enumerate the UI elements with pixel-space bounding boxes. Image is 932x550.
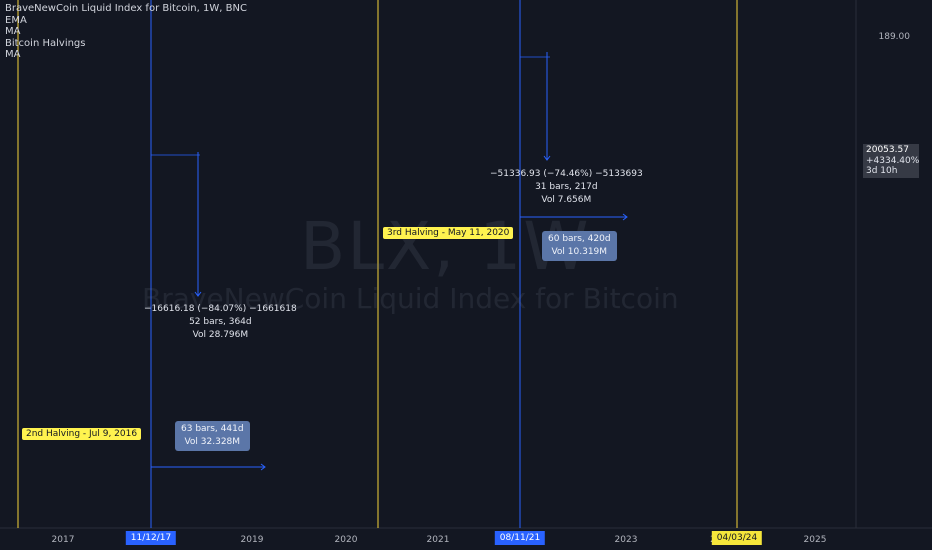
range1-line2: Vol 32.328M [181,436,244,449]
time-marker-halving4: 04/03/24 [712,531,762,545]
price-change: +4334.40% [866,156,916,167]
chart-legend: BraveNewCoin Liquid Index for Bitcoin, 1… [5,3,247,61]
drop1-line2: 52 bars, 364d [144,316,297,329]
current-price: 20053.57 [866,145,916,156]
time-label-2023: 2023 [615,535,638,545]
time-label-2025: 2025 [804,535,827,545]
range1-label[interactable]: 63 bars, 441d Vol 32.328M [175,421,250,451]
range2-line1: 60 bars, 420d [548,233,611,246]
legend-ema[interactable]: EMA [5,15,247,27]
legend-ma-2[interactable]: MA [5,49,247,61]
time-marker-blue-2: 08/11/21 [495,531,545,545]
halving3-label[interactable]: 3rd Halving - May 11, 2020 [383,227,513,239]
current-price-box: 20053.57 +4334.40% 3d 10h [863,144,919,178]
range1-line1: 63 bars, 441d [181,423,244,436]
drop1-line3: Vol 28.796M [144,329,297,342]
drop1-measure[interactable]: −16616.18 (−84.07%) −1661618 52 bars, 36… [144,303,297,342]
time-label-2019: 2019 [241,535,264,545]
drop2-line1: −51336.93 (−74.46%) −5133693 [490,168,643,181]
legend-title[interactable]: BraveNewCoin Liquid Index for Bitcoin, 1… [5,3,247,15]
bar-countdown: 3d 10h [866,166,916,177]
drop1-line1: −16616.18 (−84.07%) −1661618 [144,303,297,316]
drop2-measure[interactable]: −51336.93 (−74.46%) −5133693 31 bars, 21… [490,168,643,207]
time-label-2017: 2017 [52,535,75,545]
drop2-line2: 31 bars, 217d [490,181,643,194]
time-label-2021: 2021 [427,535,450,545]
legend-ma[interactable]: MA [5,26,247,38]
price-tick-label: 189.00 [879,32,911,42]
range2-label[interactable]: 60 bars, 420d Vol 10.319M [542,231,617,261]
range2-line2: Vol 10.319M [548,246,611,259]
time-label-2020: 2020 [335,535,358,545]
legend-halvings[interactable]: Bitcoin Halvings [5,38,247,50]
drop2-line3: Vol 7.656M [490,194,643,207]
halving2-label[interactable]: 2nd Halving - Jul 9, 2016 [22,428,141,440]
time-marker-blue-1: 11/12/17 [126,531,176,545]
